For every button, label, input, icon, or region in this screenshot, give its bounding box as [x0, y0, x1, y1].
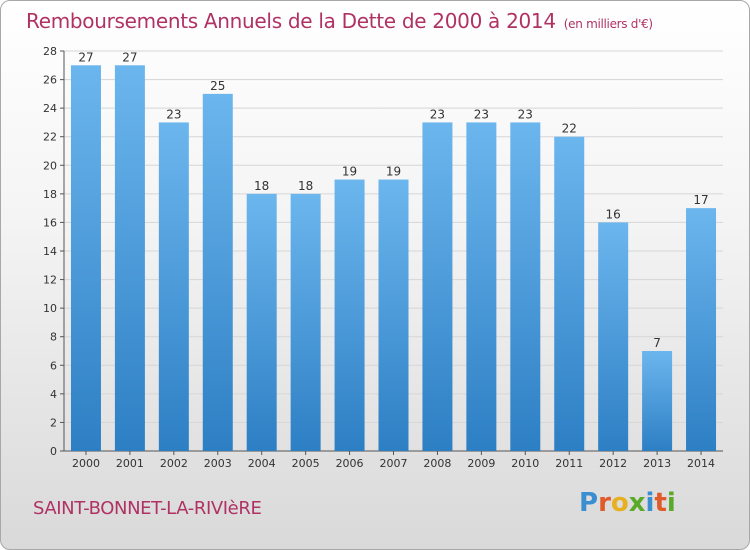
y-tick-label: 28 [43, 45, 57, 58]
logo-letter: P [579, 488, 599, 518]
logo-letter: i [666, 488, 676, 518]
x-tick-label: 2013 [643, 457, 671, 470]
data-label: 18 [254, 179, 269, 193]
x-tick-label: 2006 [336, 457, 364, 470]
y-tick-label: 10 [43, 302, 57, 315]
data-label: 17 [693, 193, 708, 207]
y-tick-label: 2 [50, 416, 57, 429]
y-tick-label: 4 [50, 388, 57, 401]
y-tick-label: 14 [43, 245, 57, 258]
logo-letter: o [610, 488, 629, 518]
x-tick-label: 2014 [687, 457, 715, 470]
proxiti-logo[interactable]: Proxiti [579, 488, 676, 518]
data-label: 7 [653, 336, 661, 350]
x-tick-label: 2012 [599, 457, 627, 470]
bar [422, 122, 453, 451]
x-tick-label: 2010 [511, 457, 539, 470]
bar [598, 222, 629, 451]
logo-letter: r [598, 488, 611, 518]
data-label: 18 [298, 179, 313, 193]
y-tick-label: 8 [50, 331, 57, 344]
x-tick-label: 2000 [72, 457, 100, 470]
y-tick-label: 12 [43, 274, 57, 287]
y-tick-label: 18 [43, 188, 57, 201]
x-tick-label: 2001 [116, 457, 144, 470]
bar [554, 136, 585, 451]
data-label: 27 [122, 50, 137, 64]
bar [202, 93, 233, 451]
bar [686, 208, 717, 451]
y-tick-label: 20 [43, 159, 57, 172]
data-label: 23 [430, 107, 445, 121]
commune-name: SAINT-BONNET-LA-RIVIèRE [33, 498, 262, 519]
x-tick-label: 2009 [467, 457, 495, 470]
x-tick-label: 2007 [380, 457, 408, 470]
x-tick-label: 2005 [292, 457, 320, 470]
logo-letter: i [645, 488, 655, 518]
bar [642, 351, 673, 451]
data-label: 22 [562, 122, 577, 136]
data-label: 23 [518, 107, 533, 121]
bar [70, 65, 101, 452]
unit-label: (en milliers d'€) [563, 17, 653, 31]
chart-title: Remboursements Annuels de la Dette de 20… [26, 9, 653, 33]
bar [158, 122, 189, 451]
x-tick-label: 2011 [555, 457, 583, 470]
bar [378, 179, 409, 452]
data-label: 23 [474, 107, 489, 121]
x-tick-label: 2002 [160, 457, 188, 470]
y-tick-label: 24 [43, 102, 57, 115]
logo-letter: t [654, 488, 667, 518]
y-tick-label: 6 [50, 359, 57, 372]
y-tick-label: 16 [43, 216, 57, 229]
logo-letter: x [628, 488, 646, 518]
x-tick-label: 2008 [423, 457, 451, 470]
data-label: 23 [166, 107, 181, 121]
data-label: 25 [210, 79, 225, 93]
data-label: 19 [342, 165, 357, 179]
x-tick-label: 2004 [248, 457, 276, 470]
x-tick-label: 2003 [204, 457, 232, 470]
y-tick-label: 0 [50, 445, 57, 458]
bar [114, 65, 145, 452]
y-tick-label: 26 [43, 74, 57, 87]
data-label: 16 [606, 207, 621, 221]
bar [290, 193, 321, 451]
data-label: 27 [78, 50, 93, 64]
bar [334, 179, 365, 452]
bar [246, 193, 277, 451]
y-tick-label: 22 [43, 131, 57, 144]
bar [466, 122, 497, 451]
data-label: 19 [386, 165, 401, 179]
bar [510, 122, 541, 451]
